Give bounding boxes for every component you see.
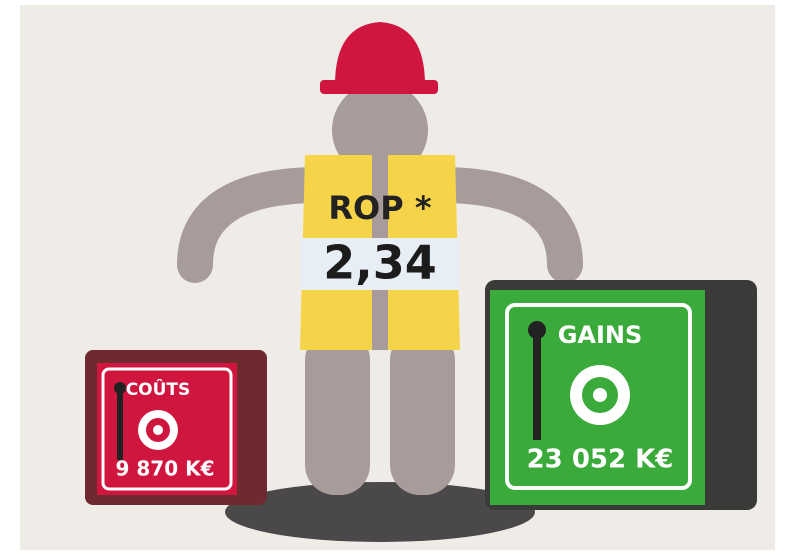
rop-value: 2,34 bbox=[323, 236, 437, 290]
left-leg bbox=[305, 330, 370, 495]
costs-gear-hub bbox=[153, 425, 163, 435]
right-leg bbox=[390, 330, 455, 495]
infographic: ROP * 2,34 COÛTS 9 870 K€ GAINS 23 052 K… bbox=[0, 0, 792, 555]
rop-label: ROP * bbox=[328, 189, 431, 227]
page: {"center": {"label": "ROP *", "value": "… bbox=[0, 0, 792, 555]
gains-gear-hub bbox=[593, 388, 607, 402]
gains-value: 23 052 K€ bbox=[527, 445, 674, 475]
gains-label: GAINS bbox=[558, 321, 643, 349]
costs-label: COÛTS bbox=[126, 378, 191, 400]
gains-handle-knob bbox=[528, 321, 546, 339]
costs-value: 9 870 K€ bbox=[115, 457, 214, 481]
helmet-brim bbox=[320, 80, 438, 94]
costs-handle-knob bbox=[114, 382, 126, 394]
